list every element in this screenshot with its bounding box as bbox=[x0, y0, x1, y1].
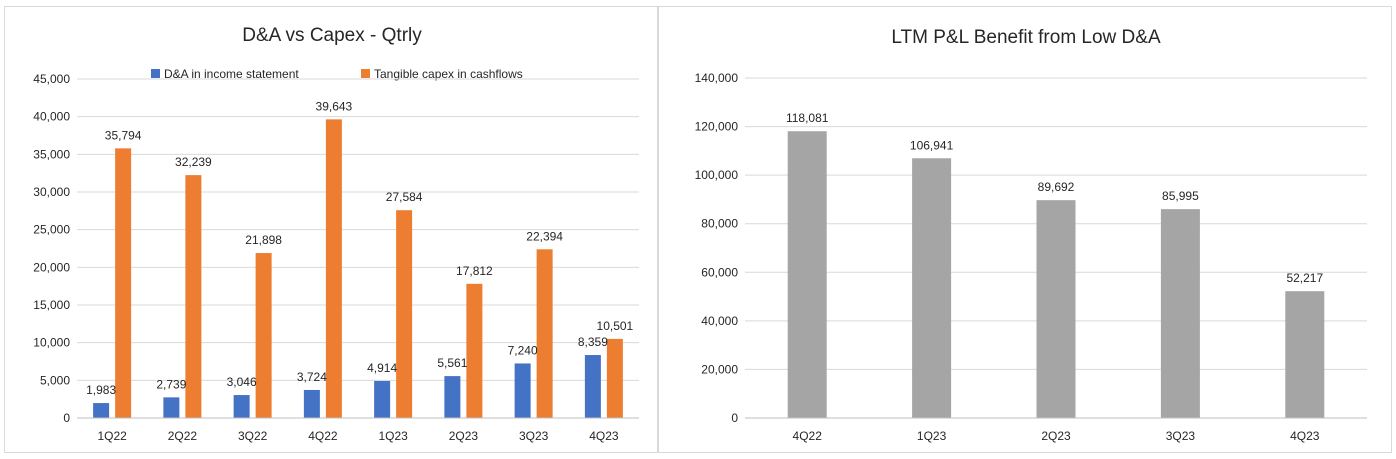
x-tick-label: 1Q23 bbox=[917, 429, 947, 443]
legend-label-capex: Tangible capex in cashflows bbox=[374, 67, 523, 81]
y-tick-label: 5,000 bbox=[40, 373, 70, 387]
y-tick-label: 30,000 bbox=[33, 185, 70, 199]
data-label: 118,081 bbox=[786, 111, 829, 125]
data-label: 1,983 bbox=[86, 383, 116, 397]
bar-tangible-capex-in-cashflows-4q22 bbox=[325, 119, 342, 418]
bar-ltm-p-l-benefit-4q22 bbox=[787, 131, 827, 418]
data-label: 17,812 bbox=[456, 264, 493, 278]
y-tick-label: 15,000 bbox=[33, 298, 70, 312]
data-label: 106,941 bbox=[910, 138, 954, 152]
data-label: 89,692 bbox=[1038, 180, 1075, 194]
legend-swatch-capex bbox=[361, 69, 370, 78]
bar-d-a-in-income-statement-2q22 bbox=[163, 397, 180, 418]
data-label: 8,359 bbox=[578, 335, 608, 349]
y-tick-label: 60,000 bbox=[701, 265, 738, 279]
y-tick-label: 40,000 bbox=[33, 110, 70, 124]
y-tick-label: 140,000 bbox=[695, 71, 739, 85]
bars bbox=[93, 119, 623, 418]
y-tick-label: 35,000 bbox=[33, 147, 70, 161]
x-tick-label: 3Q22 bbox=[238, 429, 268, 443]
chart-title: D&A vs Capex - Qtrly bbox=[242, 25, 422, 46]
data-label: 3,046 bbox=[227, 375, 257, 389]
data-label: 2,739 bbox=[156, 377, 186, 391]
bar-tangible-capex-in-cashflows-2q23 bbox=[466, 283, 483, 418]
y-tick-label: 20,000 bbox=[33, 260, 70, 274]
x-tick-label: 3Q23 bbox=[1166, 429, 1196, 443]
y-tick-label: 10,000 bbox=[33, 336, 70, 350]
bar-d-a-in-income-statement-3q23 bbox=[514, 363, 531, 418]
y-tick-label: 120,000 bbox=[695, 120, 739, 134]
data-label: 85,995 bbox=[1162, 189, 1199, 203]
y-tick-label: 0 bbox=[63, 411, 70, 425]
x-tick-label: 1Q22 bbox=[97, 429, 127, 443]
y-axis: 0 5,000 10,000 15,000 20,000 25,000 30,000 35,0… bbox=[33, 72, 70, 425]
bar-d-a-in-income-statement-3q22 bbox=[233, 395, 250, 418]
ltm-chart-panel: LTM P&L Benefit from Low D&A 118,081 106,… bbox=[658, 6, 1392, 453]
x-tick-label: 2Q22 bbox=[168, 429, 198, 443]
data-label: 35,794 bbox=[105, 128, 142, 142]
bar-ltm-p-l-benefit-4q23 bbox=[1285, 291, 1325, 418]
x-tick-label: 1Q23 bbox=[378, 429, 408, 443]
data-label: 4,914 bbox=[367, 361, 397, 375]
data-label: 39,643 bbox=[316, 99, 353, 113]
bar-ltm-p-l-benefit-3q23 bbox=[1160, 209, 1200, 418]
data-label: 7,240 bbox=[508, 343, 538, 357]
y-tick-label: 80,000 bbox=[701, 217, 738, 231]
data-label: 32,239 bbox=[175, 155, 212, 169]
data-label: 52,217 bbox=[1286, 271, 1323, 285]
y-axis: 0 20,000 40,000 60,000 80,000 100,000 120,000 1… bbox=[695, 71, 739, 425]
x-tick-label: 2Q23 bbox=[449, 429, 479, 443]
bar-tangible-capex-in-cashflows-3q22 bbox=[255, 253, 272, 418]
data-label: 21,898 bbox=[245, 233, 282, 247]
y-tick-label: 20,000 bbox=[701, 362, 738, 376]
bar-tangible-capex-in-cashflows-2q22 bbox=[185, 175, 202, 418]
legend: D&A in income statement Tangible capex i… bbox=[151, 67, 523, 81]
bar-ltm-p-l-benefit-2q23 bbox=[1036, 200, 1076, 418]
data-label: 22,394 bbox=[526, 229, 563, 243]
x-tick-label: 4Q23 bbox=[589, 429, 619, 443]
data-label: 5,561 bbox=[437, 356, 467, 370]
bar-d-a-in-income-statement-4q23 bbox=[584, 355, 601, 418]
bar-tangible-capex-in-cashflows-3q23 bbox=[536, 249, 553, 418]
x-axis: 4Q22 1Q23 2Q23 3Q23 4Q23 bbox=[745, 417, 1367, 443]
bar-d-a-in-income-statement-4q22 bbox=[303, 389, 320, 418]
bars bbox=[787, 131, 1325, 419]
ltm-chart: LTM P&L Benefit from Low D&A 118,081 106,… bbox=[695, 27, 1367, 443]
y-tick-label: 100,000 bbox=[695, 168, 739, 182]
chart-title: LTM P&L Benefit from Low D&A bbox=[891, 27, 1161, 48]
data-label: 10,501 bbox=[597, 319, 634, 333]
y-tick-label: 25,000 bbox=[33, 223, 70, 237]
legend-swatch-da bbox=[151, 69, 160, 78]
y-tick-label: 0 bbox=[731, 411, 738, 425]
x-tick-label: 4Q22 bbox=[308, 429, 338, 443]
bar-d-a-in-income-statement-2q23 bbox=[444, 376, 461, 418]
data-label: 3,724 bbox=[297, 370, 327, 384]
bar-tangible-capex-in-cashflows-1q23 bbox=[396, 210, 413, 418]
bar-d-a-in-income-statement-1q22 bbox=[93, 403, 110, 418]
x-tick-label: 4Q23 bbox=[1290, 429, 1320, 443]
data-label: 27,584 bbox=[386, 190, 423, 204]
data-labels: 1,983 35,794 2,739 32,239 3,046 21,898 3,724 39… bbox=[86, 99, 633, 397]
bar-d-a-in-income-statement-1q23 bbox=[374, 380, 391, 418]
y-tick-label: 40,000 bbox=[701, 314, 738, 328]
x-tick-label: 4Q22 bbox=[793, 429, 823, 443]
data-labels: 118,081 106,941 89,692 85,995 52,217 bbox=[786, 111, 1324, 285]
x-tick-label: 3Q23 bbox=[519, 429, 549, 443]
x-axis: 1Q22 2Q22 3Q22 4Q22 1Q23 2Q23 3Q23 4Q23 bbox=[77, 417, 639, 443]
gridlines bbox=[77, 78, 639, 381]
legend-label-da: D&A in income statement bbox=[164, 67, 299, 81]
x-tick-label: 2Q23 bbox=[1041, 429, 1071, 443]
bar-ltm-p-l-benefit-1q23 bbox=[912, 158, 952, 419]
capex-chart: D&A vs Capex - Qtrly D&A in income state… bbox=[33, 25, 639, 443]
capex-chart-panel: D&A vs Capex - Qtrly D&A in income state… bbox=[4, 6, 658, 453]
bar-tangible-capex-in-cashflows-1q22 bbox=[115, 148, 132, 418]
bar-tangible-capex-in-cashflows-4q23 bbox=[606, 338, 623, 418]
y-tick-label: 45,000 bbox=[33, 72, 70, 86]
